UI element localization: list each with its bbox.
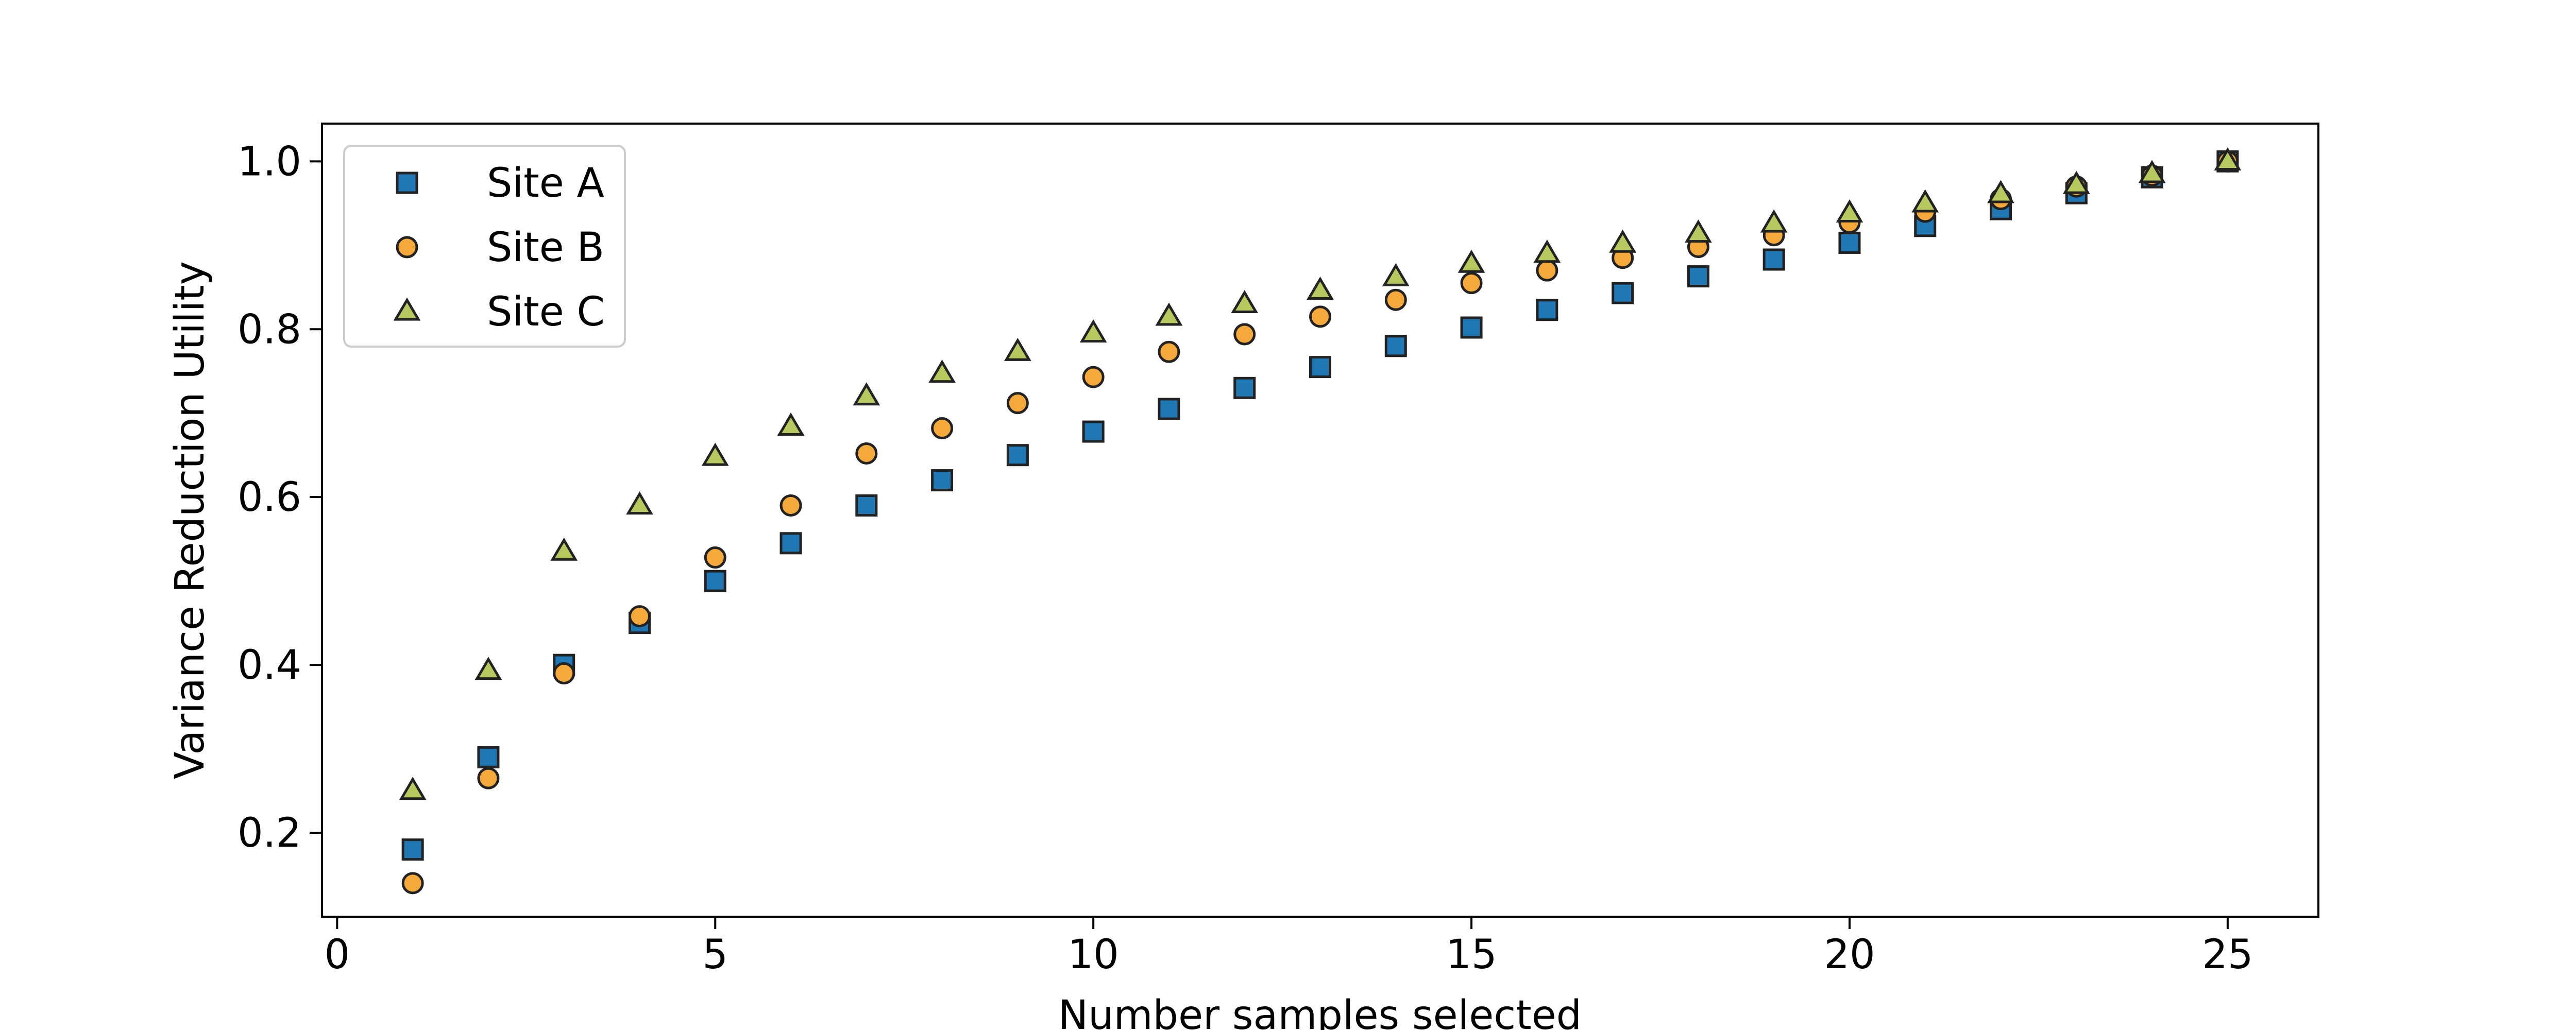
data-point-site-c-25 bbox=[2214, 147, 2242, 170]
series-site-b bbox=[401, 150, 2239, 895]
data-point-site-b-12 bbox=[1233, 323, 1256, 346]
data-point-site-b-3 bbox=[553, 662, 575, 684]
data-point-site-b-9 bbox=[1006, 392, 1029, 415]
data-point-site-a-14 bbox=[1384, 335, 1407, 357]
data-point-site-c-9 bbox=[1004, 337, 1031, 361]
data-point-site-c-21 bbox=[1911, 189, 1939, 213]
data-point-site-c-13 bbox=[1307, 276, 1334, 300]
legend-box bbox=[343, 145, 626, 348]
data-point-site-b-2 bbox=[477, 767, 500, 789]
data-point-site-a-17 bbox=[1612, 282, 1634, 304]
series-site-c bbox=[399, 147, 2242, 800]
data-point-site-c-20 bbox=[1836, 199, 1863, 223]
legend-marker-site-c bbox=[393, 297, 421, 321]
plot-frame bbox=[321, 123, 2319, 918]
x-tick-label: 20 bbox=[1824, 932, 1875, 978]
legend-marker-site-a bbox=[396, 171, 418, 194]
data-point-site-a-11 bbox=[1158, 398, 1180, 420]
ticks-layer: 0 5 10 15 20 25 0.2 0.4 0.6 0.8 1.0 bbox=[238, 139, 2253, 978]
data-point-site-a-5 bbox=[704, 570, 726, 592]
x-tick-label: 15 bbox=[1446, 932, 1497, 978]
x-tick-label: 25 bbox=[2202, 932, 2253, 978]
x-tick-label: 5 bbox=[702, 932, 728, 978]
data-point-site-b-5 bbox=[704, 546, 726, 569]
data-point-site-b-11 bbox=[1158, 340, 1180, 363]
data-point-site-a-19 bbox=[1762, 248, 1785, 271]
data-point-site-c-11 bbox=[1155, 302, 1183, 326]
x-axis-label: Number samples selected bbox=[1058, 992, 1582, 1030]
data-point-site-c-3 bbox=[550, 537, 578, 561]
data-point-site-a-13 bbox=[1309, 356, 1331, 379]
data-point-site-a-9 bbox=[1006, 444, 1029, 467]
data-point-site-c-12 bbox=[1231, 290, 1259, 314]
data-point-site-b-6 bbox=[779, 494, 802, 517]
data-point-site-c-5 bbox=[701, 442, 729, 466]
data-point-site-c-16 bbox=[1533, 239, 1561, 263]
data-point-site-b-14 bbox=[1384, 288, 1407, 311]
y-tick-label: 0.8 bbox=[238, 306, 301, 353]
y-axis-label: Variance Reduction Utility bbox=[167, 261, 213, 779]
data-point-site-a-8 bbox=[931, 469, 954, 492]
data-point-site-c-1 bbox=[399, 777, 427, 800]
data-point-site-b-4 bbox=[628, 605, 651, 628]
legend-label-site-c: Site C bbox=[487, 289, 605, 335]
data-point-site-a-2 bbox=[477, 746, 500, 768]
data-point-site-a-15 bbox=[1460, 316, 1483, 339]
legend: Site A Site B Site C bbox=[343, 145, 626, 348]
data-point-site-c-7 bbox=[853, 382, 880, 406]
data-point-site-a-7 bbox=[855, 494, 878, 517]
y-tick-label: 0.2 bbox=[238, 810, 301, 856]
data-point-site-b-13 bbox=[1309, 305, 1331, 328]
data-point-site-a-10 bbox=[1082, 420, 1105, 443]
data-point-site-c-15 bbox=[1458, 249, 1485, 273]
data-point-site-b-7 bbox=[855, 442, 878, 465]
data-point-site-c-18 bbox=[1684, 219, 1712, 243]
y-tick-label: 0.4 bbox=[238, 642, 301, 689]
marks-layer bbox=[399, 147, 2242, 895]
data-point-site-b-10 bbox=[1082, 366, 1105, 388]
data-point-site-a-1 bbox=[401, 838, 424, 861]
data-point-site-c-14 bbox=[1382, 263, 1410, 286]
data-point-site-a-6 bbox=[779, 532, 802, 555]
data-point-site-c-6 bbox=[777, 412, 805, 436]
y-tick-label: 0.6 bbox=[238, 474, 301, 521]
data-point-site-b-8 bbox=[931, 417, 954, 440]
legend-label-site-b: Site B bbox=[487, 225, 604, 271]
x-tick-label: 0 bbox=[325, 932, 350, 978]
data-point-site-c-19 bbox=[1760, 209, 1788, 233]
y-tick-label: 1.0 bbox=[238, 139, 301, 185]
data-point-site-c-10 bbox=[1079, 319, 1107, 343]
data-point-site-a-20 bbox=[1838, 231, 1861, 254]
legend-label-site-a: Site A bbox=[487, 160, 604, 207]
series-site-a bbox=[401, 150, 2239, 861]
data-point-site-a-18 bbox=[1687, 265, 1709, 288]
legend-entries: Site A Site B Site C bbox=[393, 160, 605, 335]
data-point-site-b-15 bbox=[1460, 272, 1483, 295]
data-point-site-c-8 bbox=[928, 359, 956, 383]
legend-marker-site-b bbox=[396, 236, 418, 259]
data-point-site-c-24 bbox=[2138, 160, 2166, 183]
data-point-site-b-1 bbox=[401, 872, 424, 895]
x-tick-label: 10 bbox=[1068, 932, 1119, 978]
data-point-site-c-22 bbox=[1987, 180, 2014, 203]
data-point-site-c-4 bbox=[626, 491, 653, 515]
data-point-site-c-23 bbox=[2062, 170, 2090, 194]
data-point-site-c-2 bbox=[474, 657, 502, 680]
data-point-site-a-16 bbox=[1536, 299, 1558, 321]
data-point-site-b-16 bbox=[1536, 259, 1558, 282]
data-point-site-a-12 bbox=[1233, 376, 1256, 399]
data-point-site-c-17 bbox=[1609, 229, 1637, 253]
